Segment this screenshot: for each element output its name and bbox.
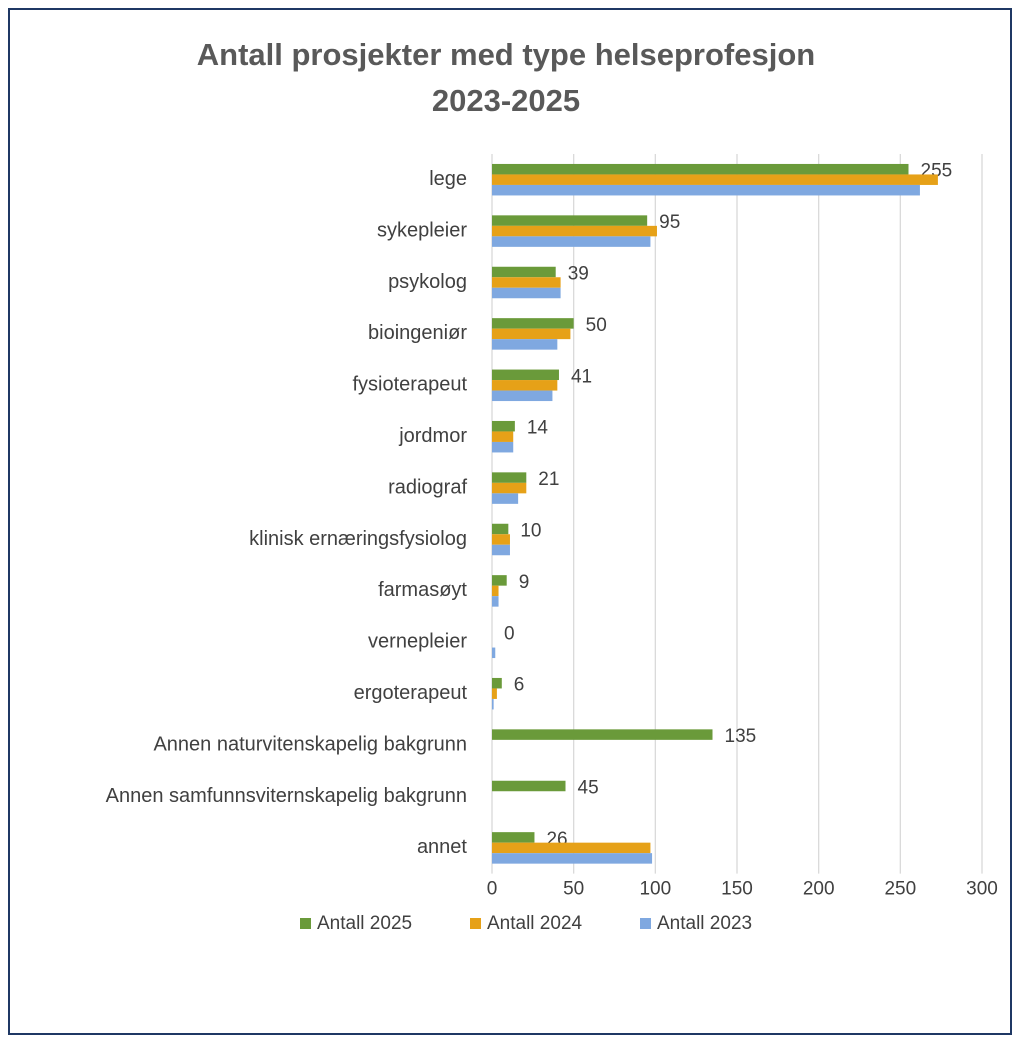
legend-swatch — [470, 918, 481, 929]
bar — [492, 277, 561, 288]
y-tick-label: psykolog — [388, 271, 467, 293]
bar — [492, 431, 514, 442]
bar — [492, 287, 561, 299]
bar — [492, 534, 510, 545]
bar — [492, 544, 510, 556]
bar — [492, 482, 527, 494]
y-tick-label: klinisk ernæringsfysiolog — [249, 528, 467, 550]
data-label: 21 — [538, 469, 559, 490]
legend-swatch — [640, 918, 651, 929]
bar — [492, 842, 651, 854]
x-tick-label: 300 — [966, 879, 998, 900]
legend-swatch — [300, 918, 311, 929]
bar — [492, 380, 558, 391]
bar — [492, 328, 571, 340]
bar — [492, 493, 519, 504]
x-tick-label: 50 — [563, 879, 584, 900]
y-tick-label: annet — [417, 836, 467, 858]
bar — [492, 163, 909, 175]
x-tick-label: 100 — [639, 879, 671, 900]
bar — [492, 339, 558, 350]
bar — [492, 225, 657, 237]
bar — [492, 688, 497, 699]
bar — [492, 236, 651, 247]
y-tick-label: bioingeniør — [368, 322, 467, 344]
bar — [492, 266, 556, 278]
chart-title: 2023-2025 — [432, 83, 580, 118]
y-tick-label: ergoterapeut — [354, 682, 468, 704]
x-tick-label: 150 — [721, 879, 753, 900]
legend-label: Antall 2023 — [657, 913, 752, 934]
bar — [492, 832, 535, 843]
bar — [492, 420, 515, 432]
bar — [492, 575, 507, 586]
y-tick-label: lege — [429, 168, 467, 190]
data-label: 39 — [568, 264, 589, 285]
bar — [492, 596, 499, 607]
bar — [492, 729, 713, 740]
data-label: 6 — [514, 675, 525, 696]
x-tick-label: 200 — [803, 879, 835, 900]
bar — [492, 472, 527, 483]
data-label: 9 — [519, 572, 530, 593]
data-label: 45 — [578, 778, 599, 799]
bar — [492, 853, 653, 864]
y-tick-label: fysioterapeut — [352, 374, 467, 396]
y-tick-label: radiograf — [388, 476, 467, 498]
chart-frame — [8, 8, 1012, 1035]
bar — [492, 780, 566, 792]
bar — [492, 647, 496, 659]
bar — [492, 390, 553, 402]
x-tick-label: 0 — [487, 879, 498, 900]
bar — [492, 698, 494, 710]
bar — [492, 585, 499, 597]
bar — [492, 677, 502, 689]
bar — [492, 441, 514, 453]
y-tick-label: farmasøyt — [378, 579, 467, 601]
bar — [492, 318, 574, 329]
bar — [492, 369, 559, 381]
data-label: 0 — [504, 623, 515, 644]
legend-label: Antall 2024 — [487, 913, 583, 934]
bar — [492, 174, 938, 185]
data-label: 14 — [527, 418, 549, 439]
legend-label: Antall 2025 — [317, 913, 412, 934]
data-label: 50 — [586, 315, 607, 336]
bar — [492, 523, 509, 535]
x-tick-label: 250 — [884, 879, 916, 900]
y-tick-label: Annen samfunnsviternskapelig bakgrunn — [106, 785, 467, 807]
y-tick-label: Annen naturvitenskapelig bakgrunn — [153, 733, 467, 755]
data-label: 10 — [520, 521, 541, 542]
data-label: 95 — [659, 212, 680, 233]
data-label: 135 — [725, 726, 757, 747]
bar — [492, 184, 920, 196]
y-tick-label: jordmor — [398, 425, 467, 447]
data-label: 41 — [571, 366, 592, 387]
y-tick-label: vernepleier — [368, 631, 467, 653]
chart-title: Antall prosjekter med type helseprofesjo… — [197, 37, 815, 72]
bar — [492, 215, 648, 226]
y-tick-label: sykepleier — [377, 219, 467, 241]
